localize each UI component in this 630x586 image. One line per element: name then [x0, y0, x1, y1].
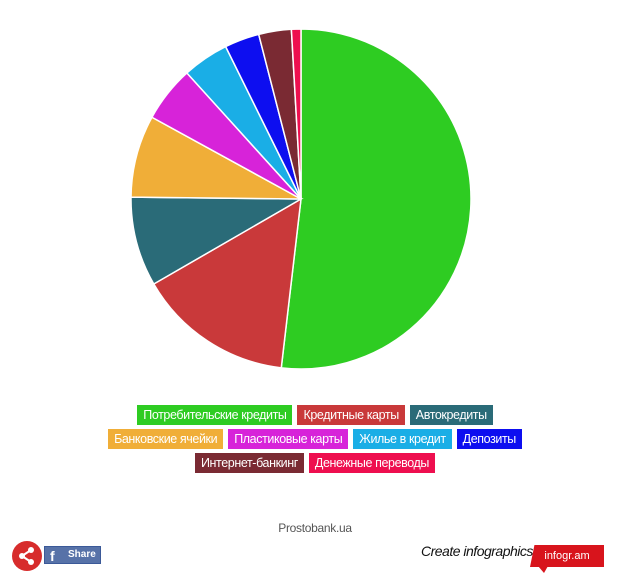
create-infographics-link[interactable]: Create infographics [421, 543, 533, 559]
legend-row: Интернет-банкинг Денежные переводы [0, 453, 630, 473]
legend-item[interactable]: Пластиковые карты [228, 429, 349, 449]
facebook-share-button[interactable]: f Share [44, 546, 101, 564]
legend: Потребительские кредиты Кредитные карты … [0, 405, 630, 477]
pie-slice[interactable] [290, 28, 302, 200]
share-label: Share [68, 549, 96, 560]
legend-item[interactable]: Потребительские кредиты [137, 405, 293, 425]
legend-item[interactable]: Кредитные карты [297, 405, 405, 425]
legend-row: Банковские ячейки Пластиковые карты Жиль… [0, 429, 630, 449]
pie-slice[interactable] [152, 197, 302, 369]
pie-slice[interactable] [130, 196, 304, 286]
logo-tail [538, 566, 548, 573]
pie-chart [130, 28, 472, 370]
facebook-icon: f [50, 548, 55, 564]
legend-item[interactable]: Автокредиты [409, 405, 493, 425]
legend-item[interactable]: Денежные переводы [308, 453, 436, 473]
legend-item[interactable]: Интернет-банкинг [194, 453, 304, 473]
share-icon [19, 547, 34, 565]
infogram-logo-link[interactable]: infogr.am [530, 545, 604, 567]
share-button[interactable] [12, 541, 42, 571]
pie-slice[interactable] [280, 28, 472, 370]
legend-item[interactable]: Депозиты [456, 429, 522, 449]
legend-row: Потребительские кредиты Кредитные карты … [0, 405, 630, 425]
source-label: Prostobank.ua [278, 521, 352, 535]
legend-item[interactable]: Банковские ячейки [108, 429, 224, 449]
legend-item[interactable]: Жилье в кредит [353, 429, 452, 449]
